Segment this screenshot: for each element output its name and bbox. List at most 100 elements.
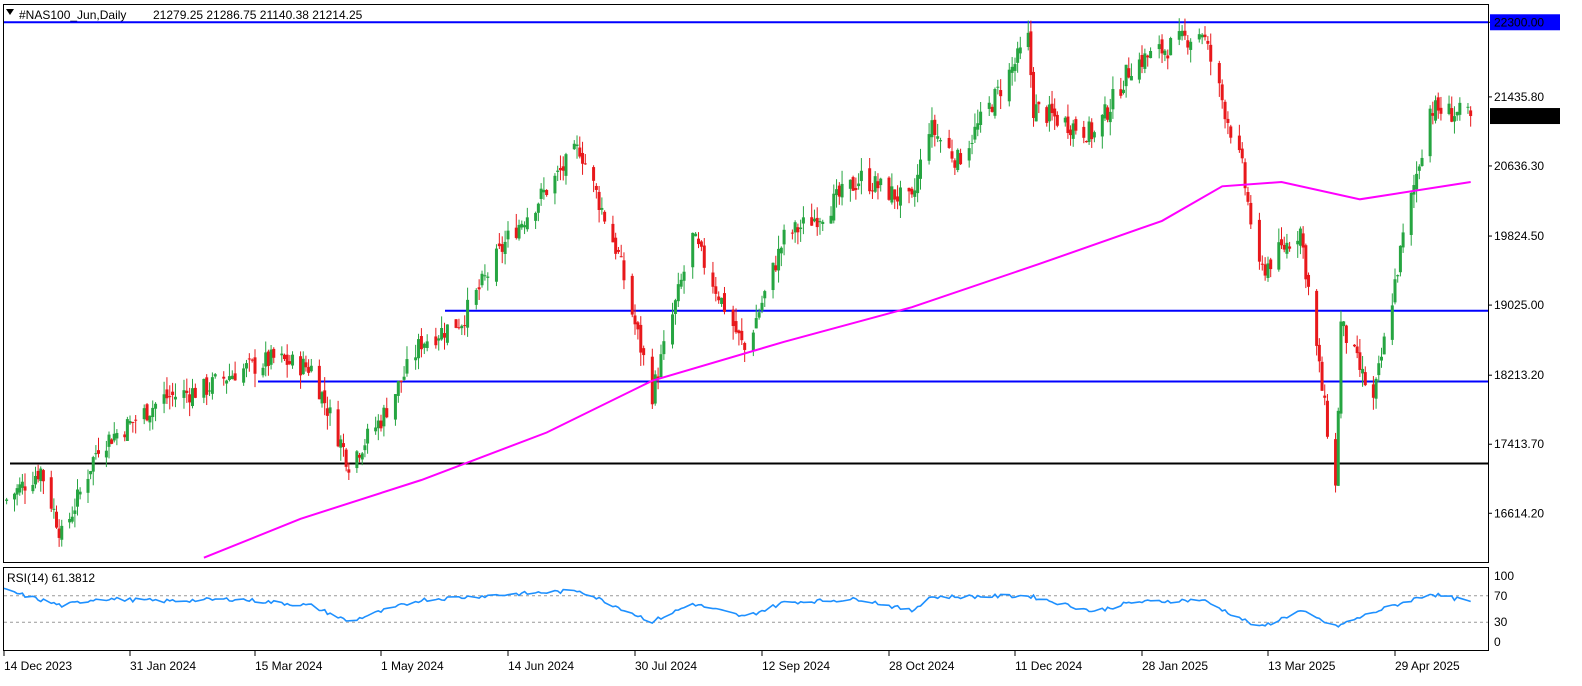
candle-up [1390,305,1394,340]
candle-down [1237,135,1241,151]
moving-average [203,180,1471,559]
candle-up [927,134,931,161]
candle-down [222,376,226,379]
candle-up [1149,50,1153,59]
candle-up [821,221,825,224]
time-tick-label: 29 Apr 2025 [1395,659,1460,673]
candle-up [1169,38,1173,56]
candle-down [358,454,362,458]
candle-up [1087,121,1091,143]
candle-down [583,163,587,165]
candle-up [15,488,19,495]
candle-down [1307,274,1311,287]
candle-up [486,276,490,278]
candle-up [1266,263,1270,279]
time-tick-label: 12 Sep 2024 [762,659,830,673]
candle-up [230,375,234,380]
candle-down [285,354,289,365]
candle-up [494,248,498,282]
ohlc-readout: 21279.25 21286.75 21140.38 21214.25 [153,8,363,22]
candle-down [55,511,58,528]
candle-down [325,408,329,416]
candle-up [1121,89,1125,94]
candle-up [73,510,77,514]
candle-up [523,225,527,228]
candle-up [913,190,917,197]
candle-up [1379,356,1383,361]
candle-up [1092,132,1096,138]
candle-down [1140,54,1144,67]
candle-up [1157,44,1161,50]
rsi-title: RSI(14) 61.3812 [7,571,95,585]
candle-down [317,365,321,400]
candle-up [1189,41,1193,50]
candle-down [165,389,169,399]
candle-up [1466,106,1470,108]
triangle-down-icon[interactable] [6,9,14,15]
candle-down [110,439,114,444]
candle-down [1450,108,1454,122]
candle-down [1053,108,1057,117]
candle-up [1063,117,1067,123]
candle-down [887,177,891,200]
candle-up [107,434,111,447]
candle-up [366,428,370,444]
candle-down [592,167,596,181]
candle-down [282,354,286,360]
candle-up [691,232,695,268]
price-labels: 22300.00 21214.25 [1490,14,1560,125]
candle-up [919,159,922,179]
candle-down [1246,192,1250,202]
candle-up [936,136,940,139]
candle-up [89,471,93,475]
candle-up [382,407,386,427]
rsi-indicator: 100 70 30 0 [3,569,1514,649]
candle-up [679,279,683,287]
candle-down [639,324,643,353]
candle-up [1177,31,1181,40]
candle-down [500,244,504,252]
candle-down [1084,140,1088,143]
candle-up [1398,245,1402,273]
candle-down [722,293,726,312]
candle-down [1249,202,1253,225]
candle-up [1071,123,1075,139]
candle-up [1298,228,1302,246]
candle-down [910,188,914,195]
candle-down [1243,162,1247,189]
candle-down [876,181,880,189]
candle-down [545,190,549,195]
candle-up [208,390,212,392]
candle-down [266,351,270,366]
candle-up [437,338,441,341]
candle-down [299,356,303,376]
candle-down [714,286,718,294]
candle-down [131,421,135,423]
candle-down [558,167,562,171]
horizontal-lines [4,21,1488,465]
candle-down [1223,101,1227,120]
candle-up [405,359,409,374]
candle-down [851,177,855,191]
candle-up [76,489,79,507]
candle-down [810,217,814,226]
candle-up [1447,103,1451,114]
candle-down [1229,126,1233,138]
candle-up [757,312,761,318]
candle-down [1301,233,1305,248]
candle-up [104,450,108,458]
candle-up [91,457,95,472]
candle-down [1226,118,1230,123]
time-axis: 14 Dec 2023 31 Jan 2024 15 Mar 2024 1 May 2… [3,651,1460,673]
candle-up [556,170,560,172]
price-tick-label: 20636.30 [1494,159,1544,173]
candle-up [474,289,478,305]
candle-up [542,189,546,193]
candle-up [967,148,971,161]
candle-up [1010,66,1014,73]
candle-up [1034,104,1038,122]
candle-up [1374,378,1378,399]
candle-up [1434,100,1438,121]
